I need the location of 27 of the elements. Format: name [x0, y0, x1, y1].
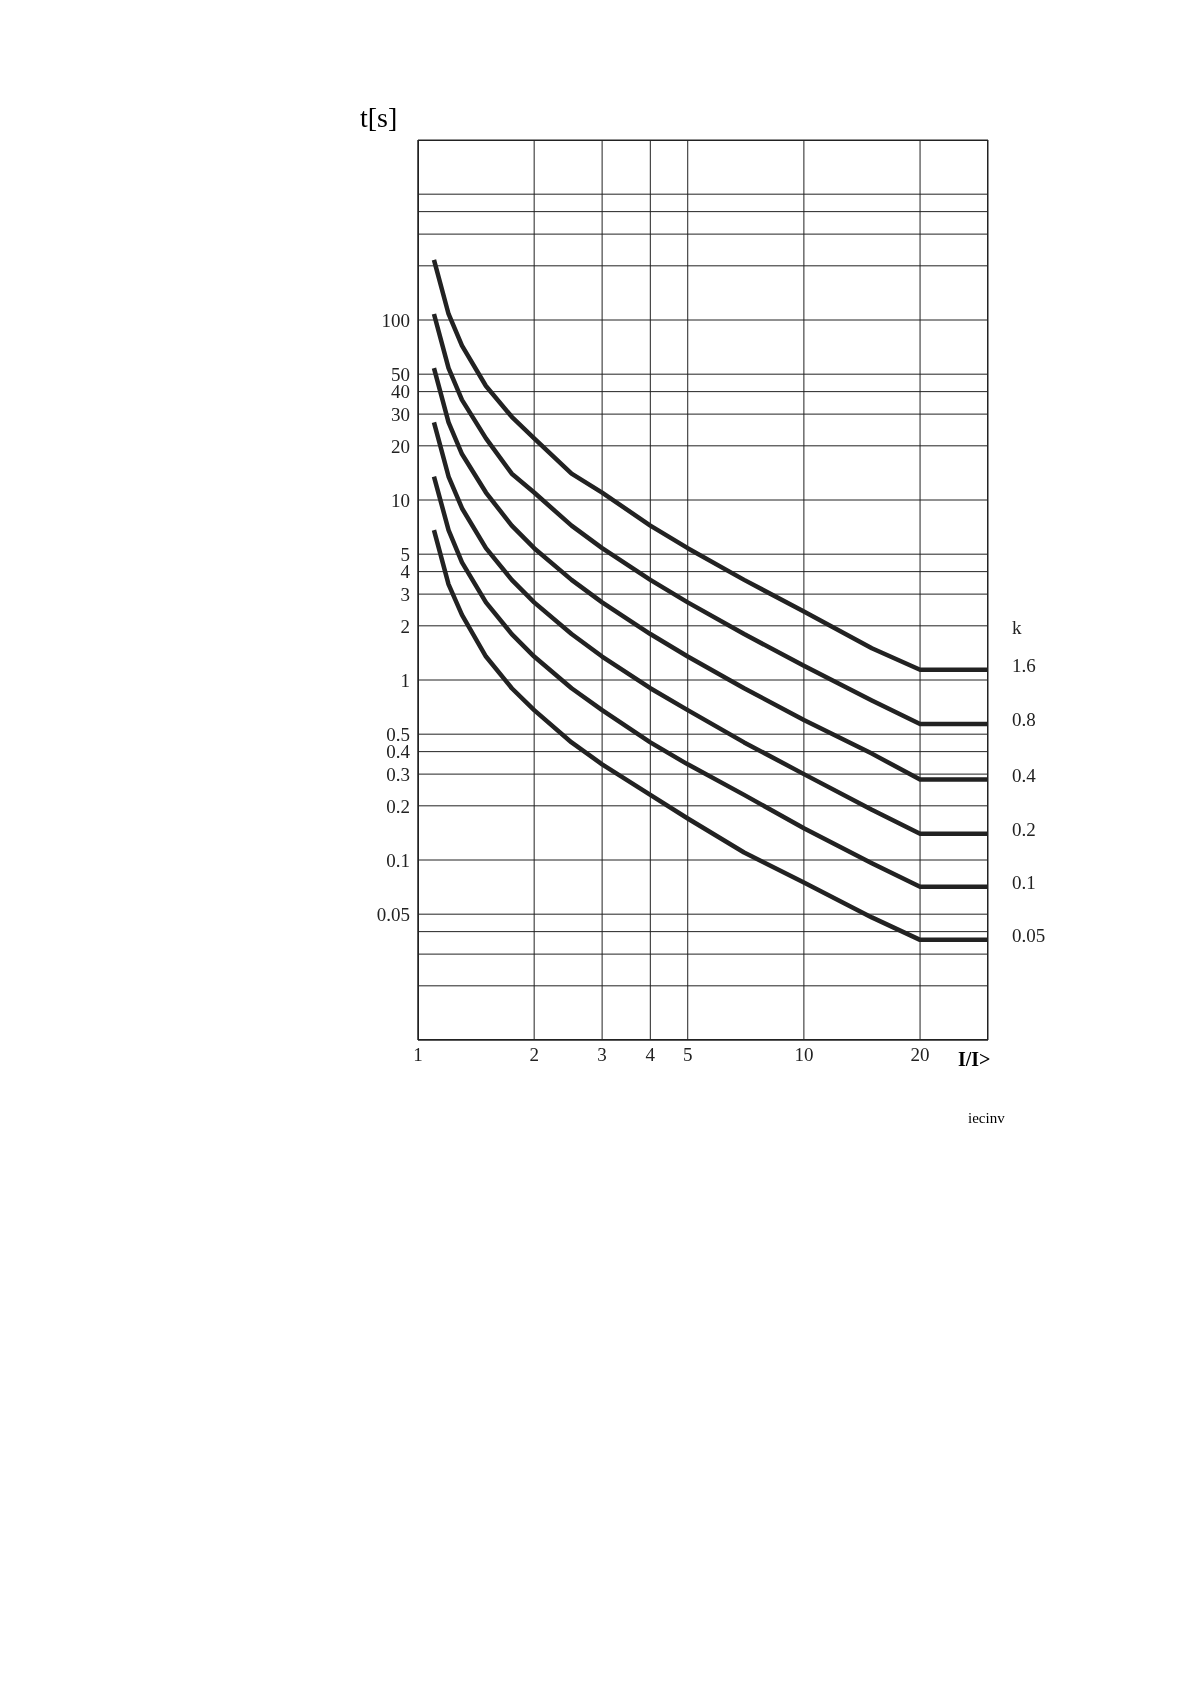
- x-tick-label: 2: [529, 1044, 539, 1066]
- series-label: 0.2: [1012, 818, 1036, 840]
- y-tick-label: 1: [400, 669, 410, 691]
- y-tick-label: 10: [391, 489, 410, 511]
- x-tick-label: 10: [794, 1044, 814, 1066]
- series-label: 0.1: [1012, 871, 1036, 893]
- y-axis-title: t[s]: [360, 102, 398, 134]
- y-tick-label: 100: [381, 309, 410, 331]
- y-tick-label: 2: [400, 615, 410, 637]
- y-tick-label: 0.1: [386, 849, 410, 871]
- x-tick-label: 5: [682, 1044, 693, 1066]
- y-tick-label: 0.05: [376, 903, 410, 925]
- y-tick-label: 0.2: [386, 795, 410, 817]
- y-tick-label: 3: [400, 583, 410, 605]
- x-tick-label: 4: [645, 1044, 656, 1066]
- x-axis-title: I/I>: [958, 1048, 991, 1071]
- series-label: 1.6: [1012, 654, 1036, 676]
- y-tick-label: 30: [391, 403, 410, 425]
- text: iecinv: [968, 1110, 1005, 1127]
- series-label: 0.4: [1012, 764, 1037, 786]
- x-tick-label: 3: [597, 1044, 607, 1066]
- y-tick-label: 20: [391, 435, 410, 457]
- series-label: 0.05: [1012, 924, 1046, 946]
- y-tick-label: 0.3: [386, 763, 410, 785]
- legend-title: k: [1012, 616, 1022, 638]
- series-label: 0.8: [1012, 708, 1036, 730]
- x-tick-label: 20: [910, 1044, 930, 1066]
